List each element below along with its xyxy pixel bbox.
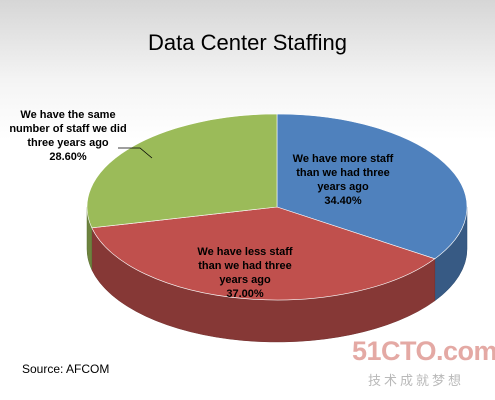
watermark: 51CTO.com xyxy=(352,336,495,366)
leader-line xyxy=(118,147,153,159)
slice-label: We have less staff than we had three yea… xyxy=(185,245,305,301)
value-label: 34.40% xyxy=(324,195,362,207)
value-label: 37.00% xyxy=(226,288,264,300)
slice xyxy=(91,206,436,301)
slice-label: We have the same number of staff we did … xyxy=(8,108,128,164)
category-label: We have less staff than we had three yea… xyxy=(197,246,293,286)
source: Source: AFCOM xyxy=(22,362,110,376)
slice-label: We have more staff than we had three yea… xyxy=(288,152,398,208)
slice xyxy=(86,113,278,229)
value-label: 28.60% xyxy=(49,151,87,163)
watermark-slogan: 技术成就梦想 xyxy=(368,373,465,388)
category-label: We have the same number of staff we did … xyxy=(9,109,127,149)
category-label: We have more staff than we had three yea… xyxy=(292,153,394,193)
chart-title: Data Center Staffing xyxy=(148,30,347,55)
slice xyxy=(276,113,468,260)
